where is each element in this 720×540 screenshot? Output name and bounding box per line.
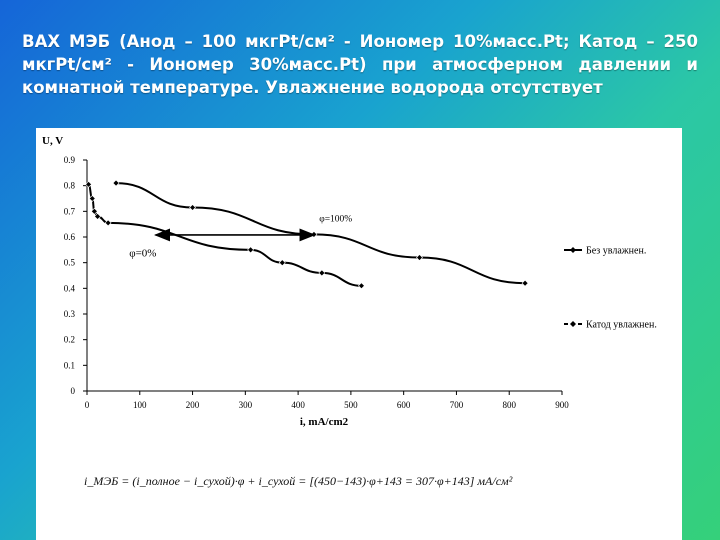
data-point-marker [112, 179, 120, 187]
x-tick-label: 100 [133, 400, 147, 410]
y-tick-label: 0.7 [64, 206, 76, 216]
y-tick-label: 0 [71, 386, 76, 396]
y-tick-label: 0.4 [64, 283, 76, 293]
data-point-marker [521, 279, 529, 287]
x-tick-label: 300 [239, 400, 253, 410]
data-point-marker [94, 213, 101, 220]
data-point-marker [88, 195, 96, 202]
data-point-marker [90, 207, 98, 215]
data-point-marker [318, 269, 326, 277]
slide-title: ВАХ МЭБ (Анод – 100 мкгPt/см² - Иономер … [22, 32, 698, 97]
y-axis-label: U, V [42, 135, 63, 147]
data-point-marker [85, 180, 93, 188]
annotation-phi-0: φ=0% [129, 247, 156, 259]
formula-panel: i_МЭБ = (i_полное − i_сухой)·φ + i_сухой… [36, 444, 682, 540]
x-axis-label: i, mA/cm2 [300, 416, 349, 428]
data-point-marker [358, 282, 365, 290]
y-tick-label: 0.2 [64, 335, 75, 345]
annotation-phi-100: φ=100% [319, 215, 352, 225]
data-point-marker [278, 259, 286, 267]
data-point-marker [247, 246, 255, 254]
y-tick-label: 0.8 [64, 181, 76, 191]
legend-label: Катод увлажнен. [586, 320, 657, 331]
y-tick-label: 0.3 [64, 309, 76, 319]
data-point-marker [416, 254, 423, 261]
series-line-0 [116, 182, 526, 285]
legend-marker [570, 321, 576, 327]
y-tick-label: 0.1 [64, 360, 75, 370]
x-tick-label: 500 [344, 400, 358, 410]
x-tick-label: 400 [291, 400, 305, 410]
x-tick-label: 800 [502, 400, 516, 410]
x-tick-label: 0 [85, 400, 90, 410]
voltage-current-chart: U, V i, mA/cm2 0 0.1 0.2 0.3 0.4 0.5 0.6 0.7 0.8… [42, 135, 657, 428]
x-tick-label: 200 [186, 400, 200, 410]
y-tick-label: 0.5 [64, 258, 76, 268]
data-point-marker [104, 219, 112, 227]
y-tick-label: 0.9 [64, 155, 76, 165]
data-point-marker [189, 204, 196, 211]
x-tick-label: 700 [450, 400, 464, 410]
legend-marker [570, 247, 576, 253]
x-tick-label: 600 [397, 400, 411, 410]
y-tick-label: 0.6 [64, 232, 76, 242]
formula: i_МЭБ = (i_полное − i_сухой)·φ + i_сухой… [84, 474, 513, 488]
series-line-1 [87, 183, 362, 287]
chart-panel: U, V i, mA/cm2 0 0.1 0.2 0.3 0.4 0.5 0.6 0.7 0.8… [36, 128, 682, 444]
x-tick-label: 900 [555, 400, 569, 410]
legend-label: Без увлажнен. [586, 246, 646, 257]
